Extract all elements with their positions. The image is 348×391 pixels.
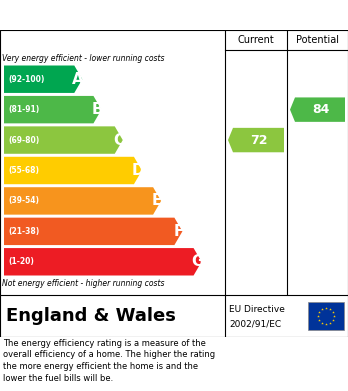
Text: Very energy efficient - lower running costs: Very energy efficient - lower running co… [2,54,165,63]
Polygon shape [4,96,102,123]
Text: C: C [113,133,124,147]
Bar [308,302,344,330]
Polygon shape [4,248,201,276]
Text: B: B [92,102,103,117]
Text: Potential: Potential [296,35,339,45]
Text: E: E [152,194,162,208]
Text: D: D [132,163,144,178]
Text: 84: 84 [312,103,329,116]
Text: (81-91): (81-91) [8,105,39,114]
Polygon shape [4,126,123,154]
Text: Not energy efficient - higher running costs: Not energy efficient - higher running co… [2,278,165,287]
Text: (55-68): (55-68) [8,166,39,175]
Text: 72: 72 [250,134,268,147]
Polygon shape [4,218,182,245]
Text: (1-20): (1-20) [8,257,34,266]
Text: Energy Efficiency Rating: Energy Efficiency Rating [60,6,288,24]
Text: A: A [72,72,84,87]
Text: F: F [173,224,184,239]
Polygon shape [290,97,345,122]
Text: (21-38): (21-38) [8,227,39,236]
Text: Current: Current [238,35,274,45]
Polygon shape [228,128,284,152]
Text: The energy efficiency rating is a measure of the
overall efficiency of a home. T: The energy efficiency rating is a measur… [3,339,216,383]
Text: (92-100): (92-100) [8,75,45,84]
Polygon shape [4,157,142,184]
Polygon shape [4,187,161,215]
Text: 2002/91/EC: 2002/91/EC [229,319,281,328]
Polygon shape [4,66,82,93]
Text: EU Directive: EU Directive [229,305,285,314]
Text: G: G [191,254,204,269]
Text: (69-80): (69-80) [8,136,39,145]
Text: England & Wales: England & Wales [6,307,176,325]
Text: (39-54): (39-54) [8,196,39,205]
